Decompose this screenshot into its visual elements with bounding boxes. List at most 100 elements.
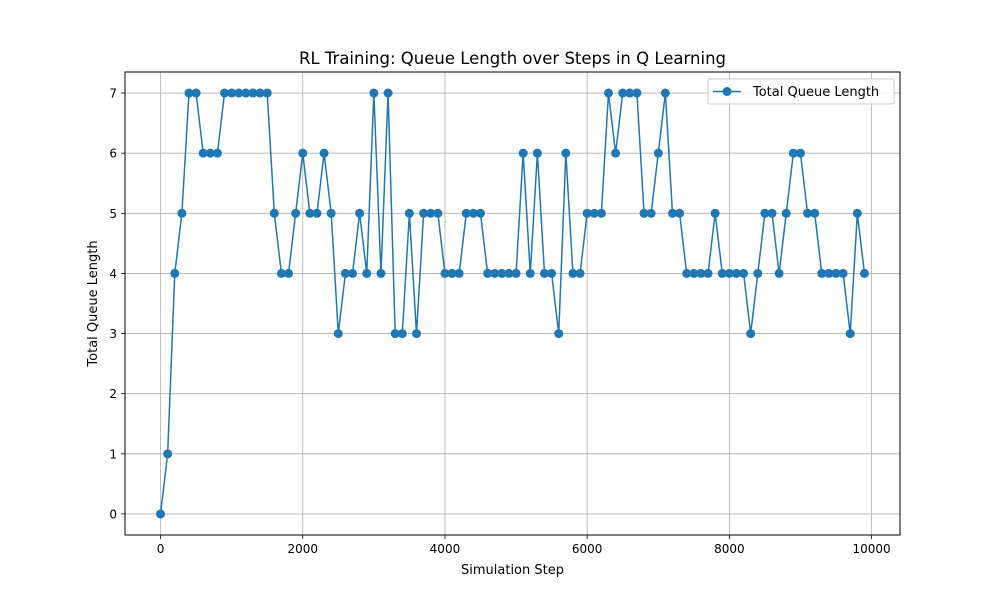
data-point <box>753 268 763 278</box>
data-point <box>653 148 663 158</box>
legend-dot-marker <box>722 87 732 96</box>
data-point <box>177 208 187 218</box>
data-point <box>419 208 429 218</box>
data-point <box>788 148 798 158</box>
data-point <box>461 208 471 218</box>
y-axis-title: Total Queue Length <box>86 240 101 367</box>
data-point <box>333 329 343 339</box>
y-tick-label: 0 <box>109 507 117 521</box>
data-point <box>220 88 230 98</box>
data-point <box>831 268 841 278</box>
data-point <box>689 268 699 278</box>
data-point <box>234 88 244 98</box>
y-tick-label: 1 <box>109 447 117 461</box>
data-point <box>184 88 194 98</box>
y-tick-label: 6 <box>109 147 117 161</box>
data-point <box>291 208 301 218</box>
data-point <box>170 268 180 278</box>
ticks: 0 2000 4000 6000 8000 10000 0 1 2 3 4 5 6 7 <box>109 87 890 556</box>
data-point <box>511 268 521 278</box>
data-point <box>731 268 741 278</box>
data-point <box>269 208 279 218</box>
data-point <box>447 268 457 278</box>
data-point <box>426 208 436 218</box>
data-point <box>483 268 493 278</box>
x-tick-label: 0 <box>157 542 165 556</box>
data-point <box>248 88 258 98</box>
data-point <box>667 208 677 218</box>
data-point <box>369 88 379 98</box>
data-point <box>383 88 393 98</box>
plot-frame <box>124 71 901 536</box>
data-point <box>227 88 237 98</box>
data-point <box>575 268 585 278</box>
data-point <box>739 268 749 278</box>
legend-label: Total Queue Length <box>752 85 879 100</box>
data-point <box>305 208 315 218</box>
data-point <box>525 268 535 278</box>
data-point <box>468 208 478 218</box>
data-point <box>767 208 777 218</box>
data-point <box>703 268 713 278</box>
data-point <box>547 268 557 278</box>
data-point <box>326 208 336 218</box>
data-point <box>163 449 173 459</box>
data-point <box>276 268 286 278</box>
data-point <box>198 148 208 158</box>
data-point <box>781 208 791 218</box>
y-tick-label: 5 <box>109 207 117 221</box>
x-tick-label: 10000 <box>852 542 890 556</box>
data-point <box>433 208 443 218</box>
series-layer <box>156 88 869 519</box>
data-point <box>675 208 685 218</box>
data-point <box>639 208 649 218</box>
data-point <box>312 208 322 218</box>
data-point <box>682 268 692 278</box>
data-point <box>632 88 642 98</box>
data-point <box>255 88 265 98</box>
x-axis-title: Simulation Step <box>461 563 564 578</box>
data-point <box>603 88 613 98</box>
data-point <box>660 88 670 98</box>
data-point <box>284 268 294 278</box>
data-point <box>362 268 372 278</box>
data-point <box>156 509 166 519</box>
data-point <box>810 208 820 218</box>
data-point <box>497 268 507 278</box>
data-point <box>212 148 222 158</box>
data-point <box>554 329 564 339</box>
x-tick-label: 8000 <box>714 542 745 556</box>
data-point <box>504 268 514 278</box>
data-point <box>589 208 599 218</box>
data-point <box>376 268 386 278</box>
data-point <box>582 208 592 218</box>
data-point <box>717 268 727 278</box>
data-point <box>817 268 827 278</box>
data-point <box>696 268 706 278</box>
data-point <box>390 329 400 339</box>
data-point <box>845 329 855 339</box>
legend-box <box>707 78 895 105</box>
chart-title: RL Training: Queue Length over Steps in … <box>299 49 726 68</box>
data-point <box>596 208 606 218</box>
data-point <box>710 208 720 218</box>
x-tick-label: 4000 <box>430 542 461 556</box>
data-point <box>774 268 784 278</box>
data-point <box>625 88 635 98</box>
data-point <box>724 268 734 278</box>
data-point <box>397 329 407 339</box>
data-point <box>852 208 862 218</box>
data-point <box>824 268 834 278</box>
data-point <box>746 329 756 339</box>
data-point <box>561 148 571 158</box>
data-point <box>838 268 848 278</box>
x-tick-label: 6000 <box>572 542 603 556</box>
data-point <box>795 148 805 158</box>
data-point <box>404 208 414 218</box>
data-point <box>539 268 549 278</box>
data-point <box>262 88 272 98</box>
data-point <box>191 88 201 98</box>
data-point <box>618 88 628 98</box>
data-point <box>646 208 656 218</box>
